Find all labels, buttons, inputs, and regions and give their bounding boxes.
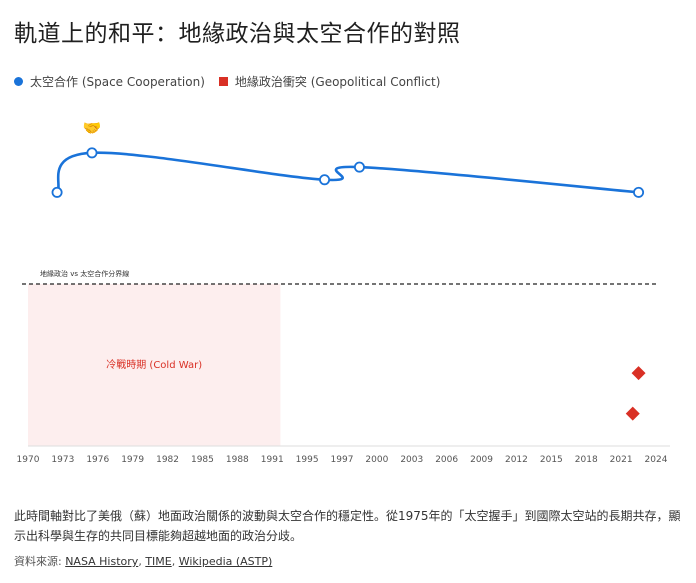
legend-swatch-conflict — [218, 77, 228, 86]
legend: 太空合作 (Space Cooperation) 地緣政治衝突 (Geopoli… — [14, 73, 454, 90]
x-tick-label: 2012 — [505, 455, 528, 465]
cold-war-region — [28, 284, 281, 446]
cold-war-label: 冷戰時期 (Cold War) — [106, 358, 202, 371]
x-tick-label: 1973 — [51, 455, 74, 465]
x-tick-label: 1991 — [261, 455, 284, 465]
x-tick-label: 2018 — [575, 455, 598, 465]
x-tick-label: 2024 — [645, 455, 668, 465]
conflict-point[interactable] — [625, 406, 640, 421]
cooperation-point[interactable] — [633, 186, 645, 198]
source-sep-2: , — [171, 555, 179, 568]
x-tick-label: 2015 — [540, 455, 563, 465]
x-tick-label: 1979 — [121, 455, 144, 465]
handshake-icon: 🤝 — [83, 119, 102, 137]
chart-area: 冷戰時期 (Cold War) 地緣政治 vs 太空合作分界線 1970 1973 19… — [0, 100, 696, 480]
x-tick-label: 2000 — [365, 455, 388, 465]
cooperation-point[interactable] — [319, 174, 331, 186]
x-tick-label: 1982 — [156, 455, 179, 465]
timeline-chart: 冷戰時期 (Cold War) 地緣政治 vs 太空合作分界線 1970 1973 19… — [17, 119, 670, 465]
cooperation-point[interactable] — [51, 186, 63, 198]
x-tick-label: 2009 — [470, 455, 493, 465]
legend-swatch-cooperation — [14, 77, 23, 86]
source-link-time[interactable]: TIME — [145, 555, 172, 568]
x-tick-label: 1970 — [17, 455, 40, 465]
cooperation-point[interactable] — [353, 161, 365, 173]
x-tick-label: 1995 — [296, 455, 319, 465]
x-tick-label: 1988 — [226, 455, 249, 465]
x-tick-label: 2021 — [610, 455, 633, 465]
source-link-nasa[interactable]: NASA History — [65, 555, 139, 568]
cooperation-point[interactable] — [86, 147, 98, 159]
divider-label: 地緣政治 vs 太空合作分界線 — [40, 269, 129, 278]
source-prefix: 資料來源: — [14, 555, 66, 568]
cooperation-series-line — [55, 151, 639, 194]
chart-title: 軌道上的和平：地緣政治與太空合作的對照 — [14, 21, 461, 47]
chart-description: 此時間軸對比了美俄（蘇）地面政治關係的波動與太空合作的穩定性。從1975年的「太… — [14, 509, 681, 543]
source-sep-1: , — [138, 555, 146, 568]
source-line: 資料來源: NASA History, TIME, Wikipedia (AST… — [14, 553, 272, 569]
source-link-wikipedia[interactable]: Wikipedia (ASTP) — [178, 555, 273, 568]
legend-label-cooperation: 太空合作 (Space Cooperation) — [30, 75, 205, 89]
legend-label-conflict: 地緣政治衝突 (Geopolitical Conflict) — [234, 75, 441, 89]
legend-item-conflict[interactable]: 地緣政治衝突 (Geopolitical Conflict) — [218, 73, 441, 90]
x-tick-label: 2003 — [400, 455, 423, 465]
x-tick-label: 2006 — [435, 455, 458, 465]
x-tick-label: 1976 — [86, 455, 109, 465]
x-tick-label: 1985 — [191, 455, 214, 465]
legend-item-cooperation[interactable]: 太空合作 (Space Cooperation) — [14, 73, 205, 90]
conflict-point[interactable] — [631, 366, 646, 381]
x-tick-label: 1997 — [331, 455, 354, 465]
